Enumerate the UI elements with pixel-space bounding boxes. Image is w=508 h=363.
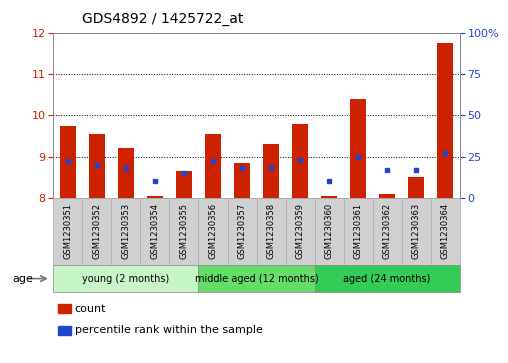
- Text: GSM1230358: GSM1230358: [267, 203, 275, 259]
- Bar: [147, 196, 163, 198]
- Bar: [431, 198, 460, 265]
- Text: GSM1230354: GSM1230354: [150, 203, 160, 259]
- Bar: [321, 196, 337, 198]
- Bar: [314, 198, 343, 265]
- Bar: [408, 177, 424, 198]
- Text: GSM1230356: GSM1230356: [208, 203, 217, 259]
- Bar: [53, 198, 82, 265]
- Bar: [199, 265, 314, 292]
- Text: aged (24 months): aged (24 months): [343, 274, 431, 284]
- Bar: [314, 265, 460, 292]
- Text: GSM1230355: GSM1230355: [179, 203, 188, 259]
- Text: count: count: [75, 303, 106, 314]
- Bar: [140, 198, 170, 265]
- Bar: [60, 126, 76, 198]
- Text: GSM1230351: GSM1230351: [64, 203, 72, 259]
- Bar: [89, 134, 105, 198]
- Bar: [228, 198, 257, 265]
- Bar: [53, 265, 199, 292]
- Text: GSM1230360: GSM1230360: [325, 203, 334, 259]
- Text: percentile rank within the sample: percentile rank within the sample: [75, 325, 263, 335]
- Bar: [205, 134, 221, 198]
- Text: GSM1230361: GSM1230361: [354, 203, 363, 259]
- Text: GSM1230353: GSM1230353: [121, 203, 131, 259]
- Bar: [170, 198, 199, 265]
- Bar: [199, 198, 228, 265]
- Text: GSM1230364: GSM1230364: [441, 203, 450, 259]
- Bar: [176, 171, 192, 198]
- Bar: [379, 194, 395, 198]
- Text: GSM1230362: GSM1230362: [383, 203, 392, 259]
- Text: GSM1230357: GSM1230357: [238, 203, 246, 259]
- Bar: [111, 198, 140, 265]
- Bar: [285, 198, 314, 265]
- Text: GSM1230359: GSM1230359: [296, 203, 305, 259]
- Bar: [437, 43, 453, 198]
- Text: GSM1230352: GSM1230352: [92, 203, 102, 259]
- Text: GSM1230363: GSM1230363: [411, 203, 421, 260]
- Bar: [292, 123, 308, 198]
- Bar: [343, 198, 373, 265]
- Bar: [257, 198, 285, 265]
- Text: young (2 months): young (2 months): [82, 274, 170, 284]
- Bar: [373, 198, 402, 265]
- Bar: [82, 198, 111, 265]
- Bar: [234, 163, 250, 198]
- Bar: [118, 148, 134, 198]
- Text: middle aged (12 months): middle aged (12 months): [195, 274, 319, 284]
- Text: GDS4892 / 1425722_at: GDS4892 / 1425722_at: [82, 12, 243, 26]
- Bar: [402, 198, 431, 265]
- Bar: [350, 99, 366, 198]
- Bar: [263, 144, 279, 198]
- Text: age: age: [13, 274, 34, 284]
